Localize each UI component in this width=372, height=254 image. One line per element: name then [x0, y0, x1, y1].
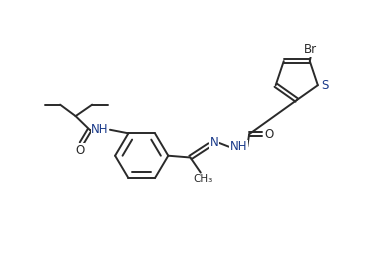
- Text: O: O: [75, 144, 84, 157]
- Text: NH: NH: [91, 123, 109, 136]
- Text: S: S: [321, 79, 328, 92]
- Text: CH₃: CH₃: [193, 174, 212, 184]
- Text: NH: NH: [230, 140, 247, 153]
- Text: Br: Br: [304, 43, 317, 56]
- Text: N: N: [210, 136, 219, 149]
- Text: O: O: [264, 128, 273, 141]
